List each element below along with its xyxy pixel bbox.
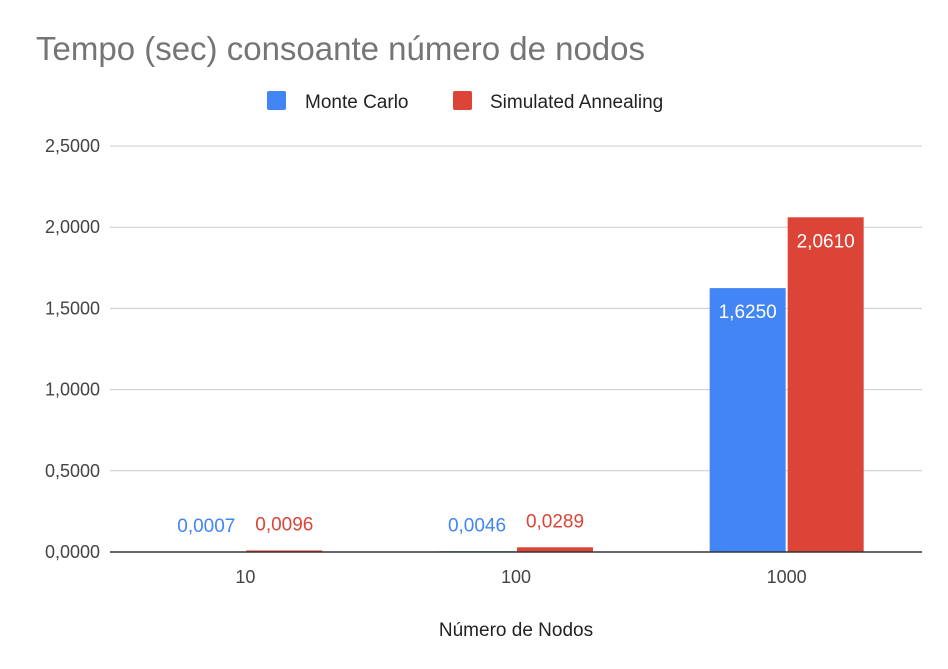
bars <box>110 217 922 553</box>
x-tick-label-0: 10 <box>235 567 255 587</box>
y-tick-label-4: 2,0000 <box>45 217 100 237</box>
x-axis-label: Número de Nodos <box>439 620 593 641</box>
data-label-0-2: 1,6250 <box>719 302 777 323</box>
y-tick-label-5: 2,5000 <box>45 136 100 156</box>
y-tick-label-0: 0,0000 <box>45 542 100 562</box>
data-label-0-1: 0,0046 <box>448 515 506 536</box>
chart-title: Tempo (sec) consoante número de nodos <box>36 30 645 67</box>
y-axis-ticks: 0,0000 0,5000 1,0000 1,5000 2,0000 2,5000 <box>45 136 100 562</box>
legend-label-0: Monte Carlo <box>305 92 409 113</box>
y-tick-label-1: 0,5000 <box>45 461 100 481</box>
data-labels: 0,0007 0,0096 0,0046 0,0289 1,6250 2,0610 <box>177 231 854 537</box>
legend: Monte Carlo Simulated Annealing <box>267 91 663 113</box>
bar-simulated-annealing-10 <box>246 550 323 552</box>
x-axis-ticks: 10 100 1000 <box>235 567 806 587</box>
bar-simulated-annealing-100 <box>517 547 593 552</box>
legend-label-1: Simulated Annealing <box>490 92 663 113</box>
y-tick-label-2: 1,0000 <box>45 380 100 400</box>
x-tick-label-2: 1000 <box>767 567 807 587</box>
y-tick-label-3: 1,5000 <box>45 298 100 318</box>
bar-simulated-annealing-1000 <box>787 217 864 553</box>
bar-monte-carlo-1000 <box>709 288 786 552</box>
x-tick-label-1: 100 <box>501 567 531 587</box>
data-label-1-0: 0,0096 <box>255 514 313 535</box>
legend-swatch-0 <box>267 91 286 110</box>
data-label-1-2: 2,0610 <box>797 231 855 252</box>
data-label-1-1: 0,0289 <box>526 511 584 532</box>
gridlines <box>110 145 922 472</box>
data-label-0-0: 0,0007 <box>177 516 235 537</box>
legend-swatch-1 <box>453 91 472 110</box>
